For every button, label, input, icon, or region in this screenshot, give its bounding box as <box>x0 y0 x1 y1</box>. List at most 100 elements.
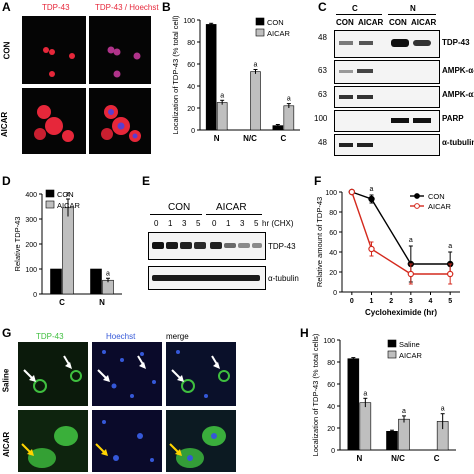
h-bar-saline-1 <box>386 431 398 451</box>
e-time-8: 5 <box>254 219 259 228</box>
b-ytick-label-1: 20 <box>187 106 195 113</box>
d-ytick-label-4: 400 <box>25 192 37 199</box>
g-cells-aicar-hoechst <box>95 420 154 462</box>
a-image-aicar-merge <box>89 88 151 154</box>
b-bar-aicar-1 <box>250 71 261 131</box>
f-xtick-label-0: 0 <box>350 298 354 305</box>
b-xtick-label-2: C <box>280 134 286 143</box>
c-protein-ampk-p: AMPK-α-p <box>442 66 474 75</box>
b-sig-2: a <box>287 96 291 103</box>
c-blot-parp <box>334 110 440 132</box>
f-point-aicar-1 <box>368 245 375 253</box>
f-point-aicar-3 <box>446 270 454 278</box>
f-legend-label-0: CON <box>428 192 445 201</box>
e-group-con: CON <box>168 202 191 213</box>
h-ytick-label-1: 20 <box>327 426 335 433</box>
h-ytick-label-0: 0 <box>331 448 335 455</box>
b-legend-label-0: CON <box>267 18 284 27</box>
h-xtick-label-1: N/C <box>391 454 405 463</box>
e-group-aicar: AICAR <box>216 202 247 213</box>
g-image-aicar-merge <box>166 410 236 472</box>
f-xtick-label-4: 4 <box>429 298 433 305</box>
h-ytick-label-5: 100 <box>323 338 335 345</box>
c-mw-2: 63 <box>318 66 327 75</box>
h-sig-0: a <box>363 390 367 397</box>
e-protein-tdp43: TDP-43 <box>268 242 296 251</box>
f-point-con-1 <box>368 195 375 203</box>
b-xtick-label-1: N/C <box>243 134 257 143</box>
d-legend-label-1: AICAR <box>57 201 81 210</box>
f-sig-1: a <box>409 237 413 244</box>
d-legend-swatch-0 <box>45 189 55 198</box>
c-lane-1: CON <box>336 18 354 27</box>
chart-f: 0 20 40 60 80 100 0 1 2 3 4 5 Cycloheximide (hr) Rela… <box>315 186 460 317</box>
d-ytick-label-2: 200 <box>25 242 37 249</box>
b-legend-swatch-1 <box>255 28 265 37</box>
b-legend-label-1: AICAR <box>267 29 291 38</box>
f-ytick-label-5: 100 <box>325 190 337 197</box>
a-cells-con-merge <box>107 46 141 78</box>
c-blot-tubulin <box>334 134 440 156</box>
g-cells-aicar-merge <box>169 426 226 468</box>
e-time-2: 1 <box>168 219 173 228</box>
h-ytick-label-2: 40 <box>327 404 335 411</box>
c-protein-tdp43: TDP-43 <box>442 38 470 47</box>
h-bar-saline-0 <box>347 358 360 451</box>
c-mw-1: 48 <box>318 33 327 42</box>
a-image-aicar-tdp43 <box>22 88 86 154</box>
d-bar-con-1 <box>90 268 102 295</box>
f-sig-0: a <box>370 186 374 193</box>
h-legend-label-0: Saline <box>399 340 420 349</box>
h-legend-label-1: AICAR <box>399 351 423 360</box>
f-ytick-label-2: 40 <box>329 250 337 257</box>
c-mw-3: 63 <box>318 90 327 99</box>
e-group-line-aicar <box>206 214 262 215</box>
c-mw-4: 100 <box>314 114 328 123</box>
a-image-con-merge <box>89 16 151 84</box>
c-frac-label-n: N <box>410 4 416 13</box>
h-sig-1: a <box>402 408 406 415</box>
d-bar-aicar-0 <box>62 207 74 295</box>
f-ytick-label-4: 80 <box>329 210 337 217</box>
f-ylabel: Relative amount of TDP-43 <box>315 197 324 287</box>
e-time-6: 1 <box>226 219 231 228</box>
f-sig-2: a <box>448 243 452 250</box>
b-ytick-label-5: 100 <box>183 18 195 25</box>
h-ylabel: Localization of TDP-43 (% total cells) <box>311 333 320 456</box>
b-ylabel: Localization of TDP-43 (% total cell) <box>171 15 180 135</box>
f-point-aicar-0 <box>348 188 356 196</box>
d-ylabel: Relative TDP-43 <box>13 217 22 272</box>
f-xlabel: Cycloheximide (hr) <box>365 308 437 317</box>
f-legend-marker-1 <box>414 203 420 209</box>
a-col-label-merge: TDP-43 / Hoechst <box>95 3 159 12</box>
f-legend-marker-0 <box>414 193 420 199</box>
c-lane-4: AICAR <box>411 18 437 27</box>
e-time-1: 0 <box>154 219 159 228</box>
b-xtick-label-0: N <box>214 134 220 143</box>
b-ytick-label-3: 60 <box>187 62 195 69</box>
c-blot-ampk-p <box>334 60 440 84</box>
d-sig-0: a <box>66 191 70 198</box>
g-cells-saline-tdp43 <box>23 355 82 393</box>
c-frac-line-n <box>388 14 436 15</box>
c-lane-3: CON <box>389 18 407 27</box>
e-time-unit: hr (CHX) <box>262 219 294 228</box>
d-sig-1: a <box>106 270 110 277</box>
g-image-saline-merge <box>166 342 236 406</box>
e-time-7: 3 <box>240 219 245 228</box>
panel-b-label: B <box>162 0 171 14</box>
b-sig-0: a <box>220 92 224 99</box>
f-ytick-label-0: 0 <box>333 290 337 297</box>
f-xtick-label-2: 2 <box>389 298 393 305</box>
h-legend-swatch-1 <box>387 350 397 359</box>
d-bar-aicar-1 <box>102 279 114 295</box>
c-protein-ampk-a1: AMPK-α1 <box>442 90 474 99</box>
b-ytick-label-4: 80 <box>187 40 195 47</box>
e-time-5: 0 <box>212 219 217 228</box>
a-image-con-tdp43 <box>22 16 86 84</box>
c-frac-label-c: C <box>352 4 358 13</box>
f-ytick-label-3: 60 <box>329 230 337 237</box>
g-image-saline-hoechst <box>92 342 162 406</box>
